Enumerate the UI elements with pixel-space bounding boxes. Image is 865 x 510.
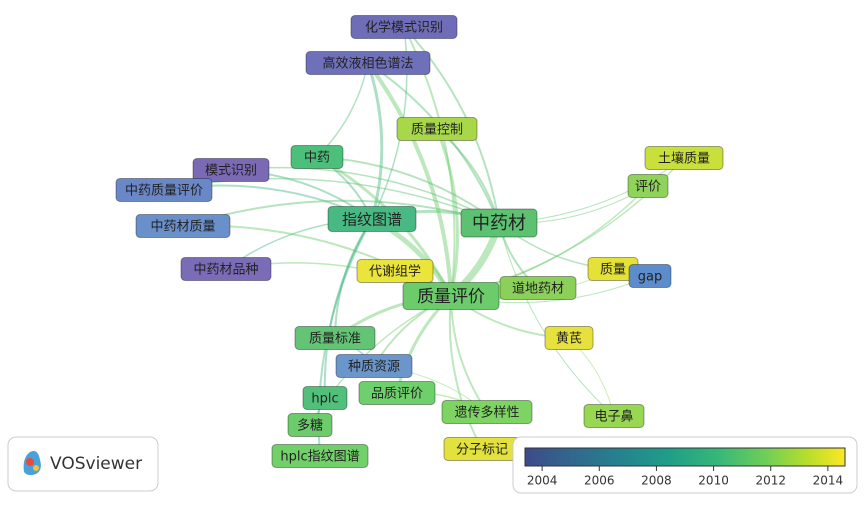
node-box: [287, 413, 333, 437]
node-box: [294, 326, 376, 350]
node-box: [180, 257, 272, 281]
node-label: 分子标记: [456, 443, 508, 458]
colorbar-tick-label: 2006: [584, 474, 615, 488]
node-label: 品质评价: [371, 387, 423, 402]
node-label: 中药质量评价: [125, 184, 203, 199]
colorbar: 2004 2006 2008 2010 2012 2014: [512, 436, 858, 494]
node-box: [644, 146, 724, 170]
node-box: [115, 178, 213, 202]
node-label: 中药材: [472, 213, 526, 234]
node-box: [327, 206, 417, 232]
node-label: 土壤质量: [658, 151, 710, 167]
colorbar-gradient: [524, 447, 846, 467]
node-label: 中药材质量: [150, 220, 215, 235]
edge: [316, 62, 369, 158]
node-box: [350, 15, 458, 39]
node-label: gap: [638, 270, 662, 285]
node-box: [627, 174, 669, 198]
edge: [498, 222, 615, 417]
node-label: 种质资源: [348, 360, 400, 375]
node-label: 指纹图谱: [342, 211, 402, 229]
node-label: 多糖: [297, 418, 323, 434]
node-box: [192, 158, 270, 182]
node-label: 高效液相色谱法: [322, 56, 413, 72]
edge: [450, 295, 488, 413]
node-label: 质量标准: [309, 332, 361, 347]
node-label: hplc: [311, 392, 338, 407]
node-box: [290, 145, 344, 169]
edge: [448, 295, 483, 450]
node-label: hplc指纹图谱: [280, 450, 359, 465]
node-label: 遗传多样性: [454, 405, 519, 421]
logo-box: VOSviewer: [7, 436, 159, 492]
node-box: [460, 208, 538, 238]
node-label: 评价: [635, 180, 661, 195]
colorbar-tick-label: 2014: [813, 474, 844, 488]
node-label: 代谢组学: [369, 264, 421, 280]
edge: [435, 128, 460, 297]
node-box: [544, 326, 594, 350]
node-box: [135, 214, 231, 238]
node-box: [402, 282, 500, 310]
node-box: [628, 264, 672, 288]
node-box: [499, 276, 577, 300]
node-box: [358, 381, 436, 405]
node-box: [441, 400, 533, 424]
colorbar-tick-label: 2012: [755, 474, 786, 488]
node-box: [305, 51, 431, 75]
node-label: 电子鼻: [594, 409, 633, 425]
logo-frame: [7, 436, 159, 492]
logo-dot: [26, 458, 34, 466]
node-label: 道地药材: [512, 282, 564, 297]
node-label: 质量评价: [417, 287, 485, 307]
node-box: [356, 259, 434, 283]
node-box: [302, 386, 348, 410]
node-box: [583, 404, 645, 428]
colorbar-tick-label: 2010: [698, 474, 729, 488]
node-box: [271, 444, 369, 468]
logo-text: VOSviewer: [50, 454, 142, 474]
node-box: [335, 354, 413, 378]
node-label: 黄芪: [556, 332, 582, 347]
node-label: 化学模式识别: [365, 20, 443, 36]
node-label: 中药材品种: [193, 263, 258, 278]
colorbar-tick-label: 2008: [641, 474, 672, 488]
colorbar-tick-label: 2004: [527, 474, 558, 488]
nodes: 化学模式识别高效液相色谱法质量控制中药模式识别土壤质量中药质量评价 评价指纹图谱中…: [115, 15, 724, 468]
node-label: 质量: [600, 263, 626, 278]
edge: [366, 61, 453, 297]
edge: [366, 62, 384, 220]
edge: [323, 218, 373, 399]
node-box: [396, 117, 478, 141]
node-label: 质量控制: [411, 123, 463, 138]
node-label: 模式识别: [205, 164, 257, 179]
node-label: 中药: [304, 151, 330, 166]
logo-dot: [33, 465, 39, 471]
